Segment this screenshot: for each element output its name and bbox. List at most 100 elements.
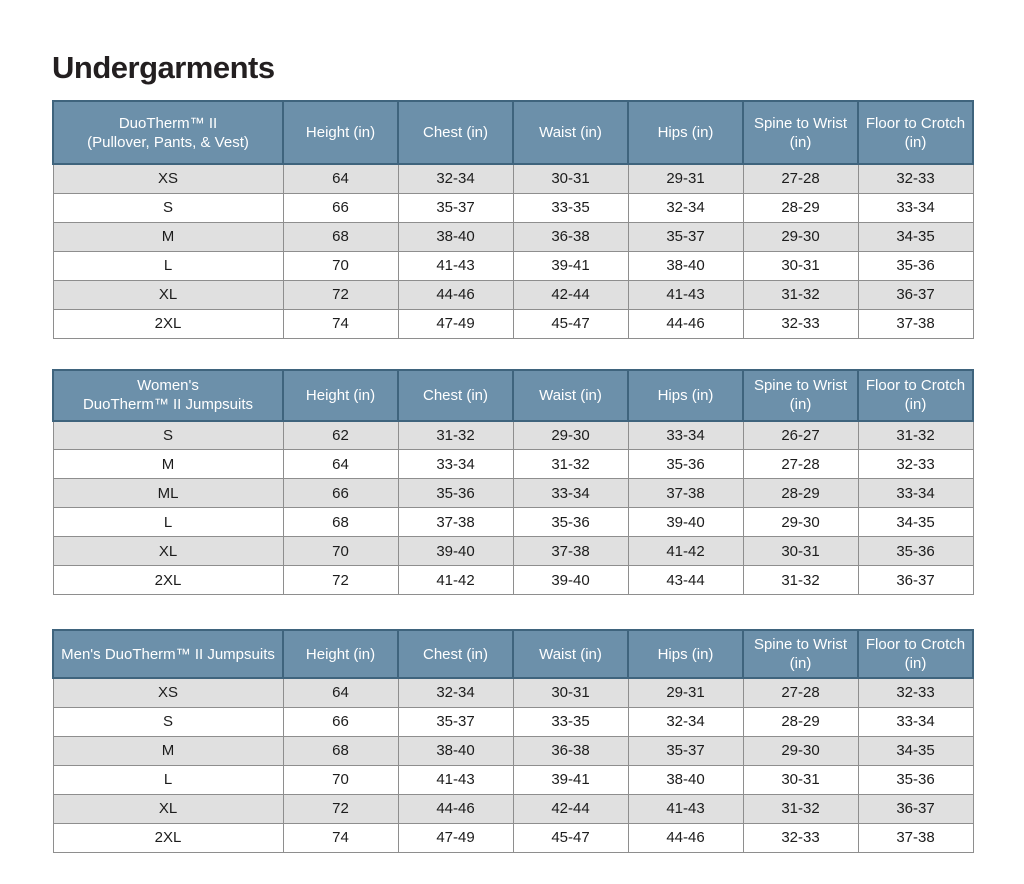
value-cell-5: 36-37 <box>857 279 974 310</box>
header-row: DuoTherm™ II (Pullover, Pants, & Vest) Hei… <box>52 100 974 165</box>
value-cell-0: 70 <box>282 250 399 281</box>
column-header-2: Waist (in) <box>512 368 629 422</box>
value-cell-0: 66 <box>282 192 399 223</box>
value-cell-5: 33-34 <box>857 706 974 737</box>
column-header-4: Spine to Wrist (in) <box>742 629 859 679</box>
value-cell-3: 32-34 <box>627 192 744 223</box>
value-cell-1: 41-43 <box>397 764 514 795</box>
value-cell-2: 33-34 <box>512 478 629 508</box>
mens-duotherm-jumpsuits-label: Men's DuoTherm™ II Jumpsuits <box>52 629 284 679</box>
column-header-4: Spine to Wrist (in) <box>742 100 859 165</box>
value-cell-3: 43-44 <box>627 565 744 595</box>
size-cell: L <box>52 250 284 281</box>
value-cell-2: 42-44 <box>512 793 629 824</box>
column-header-5: Floor to Crotch (in) <box>857 368 974 422</box>
womens-duotherm-jumpsuits-label: Women's DuoTherm™ II Jumpsuits <box>52 368 284 422</box>
value-cell-5: 35-36 <box>857 764 974 795</box>
table-row: 2XL 74 47-49 45-47 44-46 32-33 37-38 <box>52 822 974 853</box>
value-cell-5: 37-38 <box>857 822 974 853</box>
size-cell: XL <box>52 279 284 310</box>
size-cell: XL <box>52 536 284 566</box>
value-cell-4: 28-29 <box>742 706 859 737</box>
value-cell-3: 33-34 <box>627 420 744 450</box>
value-cell-2: 31-32 <box>512 449 629 479</box>
column-header-0: Height (in) <box>282 368 399 422</box>
column-header-1: Chest (in) <box>397 629 514 679</box>
value-cell-1: 38-40 <box>397 221 514 252</box>
table-row: S 66 35-37 33-35 32-34 28-29 33-34 <box>52 192 974 223</box>
value-cell-1: 44-46 <box>397 279 514 310</box>
value-cell-5: 36-37 <box>857 793 974 824</box>
value-cell-0: 70 <box>282 764 399 795</box>
value-cell-3: 29-31 <box>627 163 744 194</box>
value-cell-1: 32-34 <box>397 163 514 194</box>
value-cell-4: 28-29 <box>742 192 859 223</box>
table-row: XL 72 44-46 42-44 41-43 31-32 36-37 <box>52 279 974 310</box>
value-cell-4: 26-27 <box>742 420 859 450</box>
value-cell-4: 30-31 <box>742 536 859 566</box>
size-cell: L <box>52 764 284 795</box>
value-cell-3: 44-46 <box>627 822 744 853</box>
value-cell-0: 68 <box>282 735 399 766</box>
womens-duotherm-jumpsuits-table: Women's DuoTherm™ II Jumpsuits Height (in)… <box>52 368 974 595</box>
value-cell-3: 29-31 <box>627 677 744 708</box>
size-cell: XS <box>52 163 284 194</box>
value-cell-3: 38-40 <box>627 250 744 281</box>
table-row: S 66 35-37 33-35 32-34 28-29 33-34 <box>52 706 974 737</box>
size-cell: M <box>52 221 284 252</box>
value-cell-3: 32-34 <box>627 706 744 737</box>
value-cell-0: 72 <box>282 279 399 310</box>
column-header-3: Hips (in) <box>627 100 744 165</box>
value-cell-0: 66 <box>282 706 399 737</box>
table-row: XL 70 39-40 37-38 41-42 30-31 35-36 <box>52 536 974 566</box>
column-header-5: Floor to Crotch (in) <box>857 100 974 165</box>
header-row: Women's DuoTherm™ II Jumpsuits Height (in)… <box>52 368 974 422</box>
value-cell-0: 64 <box>282 163 399 194</box>
page-title: Undergarments <box>52 50 275 85</box>
value-cell-4: 27-28 <box>742 449 859 479</box>
value-cell-1: 41-42 <box>397 565 514 595</box>
value-cell-2: 42-44 <box>512 279 629 310</box>
value-cell-0: 68 <box>282 507 399 537</box>
size-cell: S <box>52 420 284 450</box>
value-cell-0: 72 <box>282 793 399 824</box>
value-cell-2: 39-41 <box>512 250 629 281</box>
value-cell-2: 39-40 <box>512 565 629 595</box>
value-cell-4: 29-30 <box>742 507 859 537</box>
value-cell-3: 37-38 <box>627 478 744 508</box>
size-cell: S <box>52 706 284 737</box>
value-cell-3: 41-43 <box>627 279 744 310</box>
column-header-3: Hips (in) <box>627 629 744 679</box>
value-cell-5: 32-33 <box>857 677 974 708</box>
table-row: L 70 41-43 39-41 38-40 30-31 35-36 <box>52 250 974 281</box>
value-cell-2: 37-38 <box>512 536 629 566</box>
value-cell-3: 41-42 <box>627 536 744 566</box>
value-cell-4: 31-32 <box>742 793 859 824</box>
table-row: ML 66 35-36 33-34 37-38 28-29 33-34 <box>52 478 974 508</box>
value-cell-1: 41-43 <box>397 250 514 281</box>
size-cell: M <box>52 449 284 479</box>
value-cell-3: 35-37 <box>627 735 744 766</box>
value-cell-0: 72 <box>282 565 399 595</box>
size-cell: 2XL <box>52 822 284 853</box>
value-cell-0: 70 <box>282 536 399 566</box>
value-cell-1: 39-40 <box>397 536 514 566</box>
value-cell-2: 30-31 <box>512 677 629 708</box>
size-cell: M <box>52 735 284 766</box>
value-cell-2: 36-38 <box>512 735 629 766</box>
table-row: XS 64 32-34 30-31 29-31 27-28 32-33 <box>52 677 974 708</box>
value-cell-4: 29-30 <box>742 221 859 252</box>
header-row: Men's DuoTherm™ II Jumpsuits Height (in) C… <box>52 629 974 679</box>
column-header-0: Height (in) <box>282 629 399 679</box>
value-cell-4: 27-28 <box>742 163 859 194</box>
value-cell-1: 32-34 <box>397 677 514 708</box>
size-cell: XL <box>52 793 284 824</box>
value-cell-4: 32-33 <box>742 308 859 339</box>
value-cell-0: 64 <box>282 449 399 479</box>
value-cell-5: 34-35 <box>857 221 974 252</box>
table-row: XL 72 44-46 42-44 41-43 31-32 36-37 <box>52 793 974 824</box>
value-cell-2: 33-35 <box>512 192 629 223</box>
value-cell-2: 35-36 <box>512 507 629 537</box>
size-cell: 2XL <box>52 565 284 595</box>
table-row: L 68 37-38 35-36 39-40 29-30 34-35 <box>52 507 974 537</box>
